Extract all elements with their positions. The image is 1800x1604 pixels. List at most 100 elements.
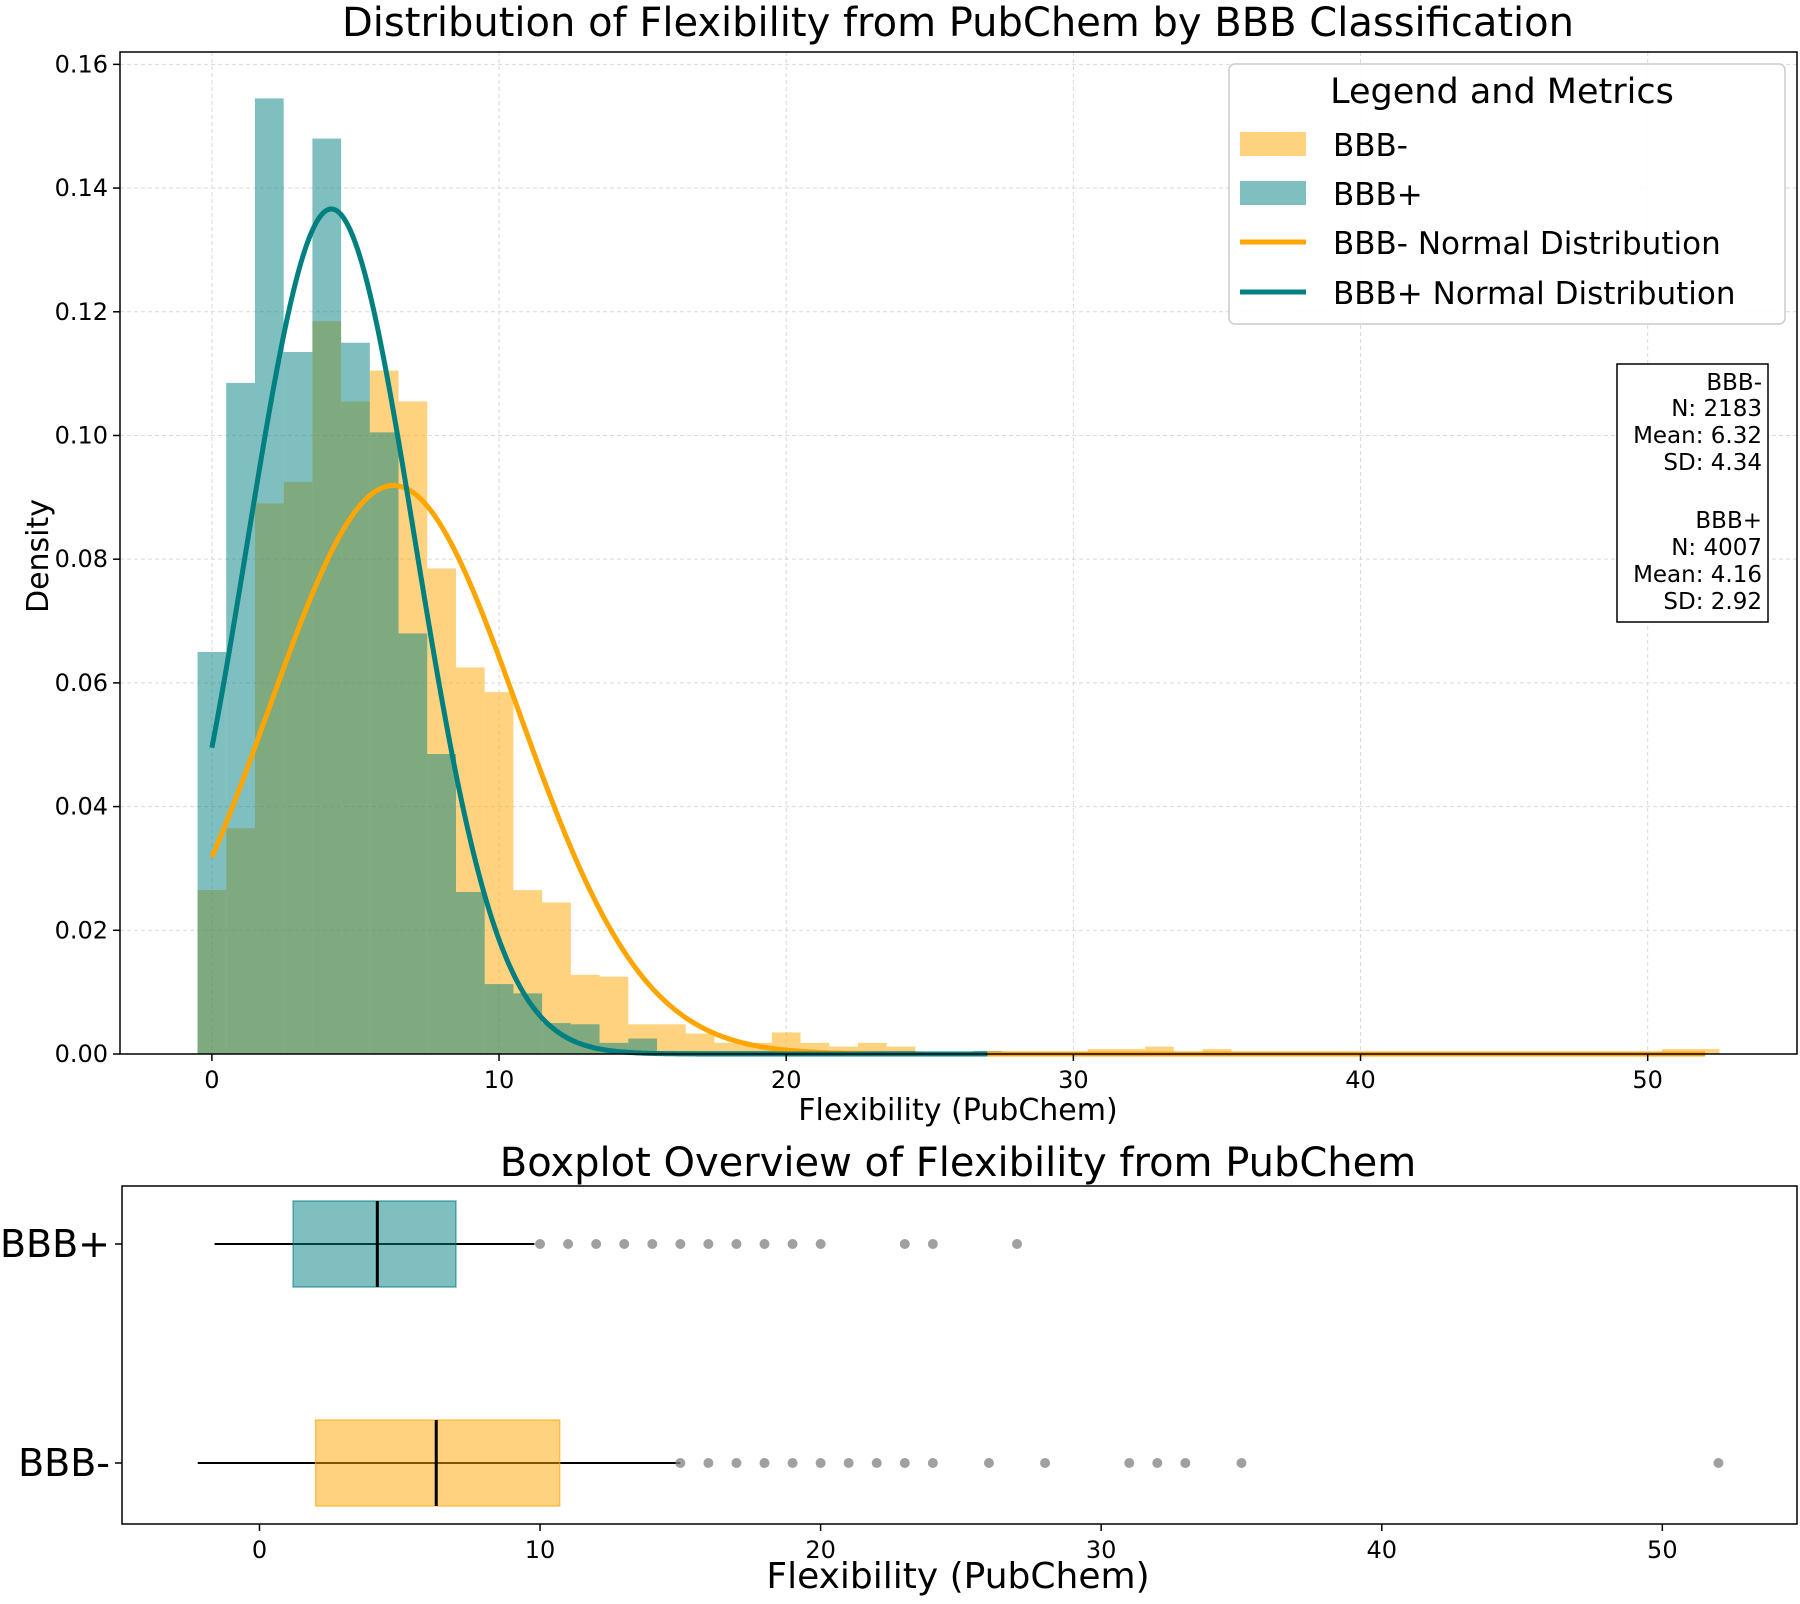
outlier-point-bbb-plus	[535, 1239, 546, 1249]
outlier-point-bbb-minus	[759, 1458, 770, 1468]
y-tick-label: BBB-	[18, 1441, 110, 1485]
outlier-point-bbb-minus	[675, 1458, 686, 1468]
y-tick-label: 0.04	[55, 793, 108, 821]
outlier-point-bbb-minus	[787, 1458, 798, 1468]
x-tick-label: 40	[1366, 1536, 1397, 1564]
outlier-point-bbb-minus	[1152, 1458, 1163, 1468]
x-tick-label: 20	[805, 1536, 836, 1564]
histogram-panel: Distribution of Flexibility from PubChem…	[21, 0, 1798, 1128]
histogram-bar-bbb-plus	[628, 1038, 657, 1054]
histogram-bar-bbb-plus	[455, 891, 485, 1054]
outlier-point-bbb-plus	[787, 1239, 798, 1249]
outlier-point-bbb-plus	[927, 1239, 938, 1249]
metrics-line: SD: 2.92	[1663, 589, 1762, 615]
y-tick-label: 0.10	[55, 421, 108, 449]
legend-swatch-bbb-plus	[1240, 181, 1306, 205]
histogram-bar-bbb-plus	[283, 351, 313, 1055]
legend-title: Legend and Metrics	[1330, 72, 1674, 112]
outlier-point-bbb-plus	[731, 1239, 742, 1249]
histogram-x-label: Flexibility (PubChem)	[798, 1093, 1117, 1128]
histogram-bar-bbb-plus	[312, 138, 342, 1054]
outlier-point-bbb-plus	[675, 1239, 686, 1249]
metrics-box: BBB- N: 2183 Mean: 6.32 SD: 4.34 BBB+ N:…	[1616, 363, 1769, 623]
metrics-line: Mean: 6.32	[1633, 423, 1762, 449]
outlier-point-bbb-minus	[843, 1458, 854, 1468]
outlier-point-bbb-plus	[703, 1239, 714, 1249]
histogram-bar-bbb-plus	[599, 1042, 629, 1054]
histogram-bar-bbb-minus	[714, 1042, 744, 1054]
metrics-line: Mean: 4.16	[1633, 562, 1762, 588]
outlier-point-bbb-minus	[927, 1458, 938, 1468]
histogram-bar-bbb-plus	[254, 98, 284, 1054]
outlier-point-bbb-minus	[1180, 1458, 1191, 1468]
histogram-bar-bbb-minus	[886, 1046, 916, 1054]
histogram-bar-bbb-plus	[398, 633, 428, 1054]
histogram-y-ticks: 0.00 0.02 0.04 0.06 0.08 0.10 0.12 0.14 0.16	[55, 50, 120, 1068]
metrics-frame	[1616, 363, 1769, 623]
legend-label-bbb-plus: BBB+	[1333, 177, 1423, 213]
legend-label-bbb-minus: BBB-	[1333, 128, 1408, 164]
y-tick-label: 0.00	[55, 1040, 108, 1068]
outlier-point-bbb-minus	[731, 1458, 742, 1468]
legend-swatch-bbb-minus	[1240, 132, 1306, 156]
histogram-bar-bbb-minus	[656, 1024, 686, 1054]
histogram-bar-bbb-minus	[599, 976, 629, 1054]
histogram-bar-bbb-plus	[341, 342, 370, 1054]
histogram-bar-bbb-minus	[857, 1042, 887, 1054]
histogram-x-ticks: 0 10 20 30 40 50	[204, 1054, 1663, 1094]
y-tick-label: 0.16	[55, 50, 108, 78]
boxplot-axes-frame	[121, 1185, 1798, 1525]
histogram-bar-bbb-minus	[800, 1042, 830, 1054]
histogram-axes-frame	[119, 51, 1798, 1055]
x-tick-label: 50	[1632, 1066, 1663, 1094]
outlier-point-bbb-minus	[1236, 1458, 1247, 1468]
y-tick-label: BBB+	[0, 1222, 110, 1266]
outlier-point-bbb-minus	[1713, 1458, 1724, 1468]
legend-label-bbb-plus-normal: BBB+ Normal Distribution	[1333, 276, 1736, 312]
histogram-bar-bbb-plus	[369, 432, 399, 1054]
outlier-point-bbb-minus	[871, 1458, 882, 1468]
outlier-point-bbb-minus	[983, 1458, 994, 1468]
y-tick-label: 0.06	[55, 669, 108, 697]
metrics-line: BBB+	[1695, 508, 1762, 534]
outlier-point-bbb-plus	[563, 1239, 574, 1249]
x-tick-label: 0	[252, 1536, 267, 1564]
histogram-bars-bbb-plus	[197, 98, 1002, 1055]
legend-label-bbb-minus-normal: BBB- Normal Distribution	[1333, 226, 1721, 262]
boxplot-title: Boxplot Overview of Flexibility from Pub…	[500, 1140, 1416, 1186]
histogram-bar-bbb-minus	[685, 1033, 715, 1054]
outlier-point-bbb-plus	[815, 1239, 826, 1249]
x-tick-label: 30	[1058, 1066, 1089, 1094]
outlier-point-bbb-minus	[815, 1458, 826, 1468]
y-tick-label: 0.08	[55, 545, 108, 573]
histogram-bar-bbb-plus	[484, 984, 514, 1054]
outlier-point-bbb-plus	[759, 1239, 770, 1249]
metrics-line: BBB-	[1706, 370, 1762, 396]
x-tick-label: 10	[525, 1536, 556, 1564]
outlier-point-bbb-minus	[1124, 1458, 1135, 1468]
metrics-line: N: 2183	[1671, 396, 1762, 422]
histogram-bar-bbb-minus	[829, 1046, 858, 1054]
metrics-line: N: 4007	[1671, 535, 1762, 561]
y-tick-label: 0.14	[55, 174, 108, 202]
histogram-bar-bbb-plus	[226, 382, 255, 1054]
metrics-line: SD: 4.34	[1663, 450, 1762, 476]
outlier-point-bbb-plus	[647, 1239, 658, 1249]
boxplot-x-ticks: 0 10 20 30 40 50	[252, 1524, 1678, 1564]
x-tick-label: 40	[1345, 1066, 1376, 1094]
outlier-point-bbb-plus	[619, 1239, 630, 1249]
outlier-point-bbb-plus	[899, 1239, 910, 1249]
boxplot-y-ticks: BBB+ BBB-	[0, 1222, 122, 1485]
boxplot-x-label: Flexibility (PubChem)	[766, 1556, 1149, 1597]
outlier-point-bbb-plus	[591, 1239, 602, 1249]
y-tick-label: 0.02	[55, 916, 108, 944]
histogram-title: Distribution of Flexibility from PubChem…	[342, 0, 1574, 46]
legend-box	[1228, 63, 1786, 325]
x-tick-label: 50	[1647, 1536, 1678, 1564]
x-tick-label: 0	[204, 1066, 219, 1094]
histogram-bar-bbb-minus	[1145, 1046, 1174, 1054]
outlier-point-bbb-minus	[703, 1458, 714, 1468]
histogram-y-label: Density	[21, 499, 56, 613]
